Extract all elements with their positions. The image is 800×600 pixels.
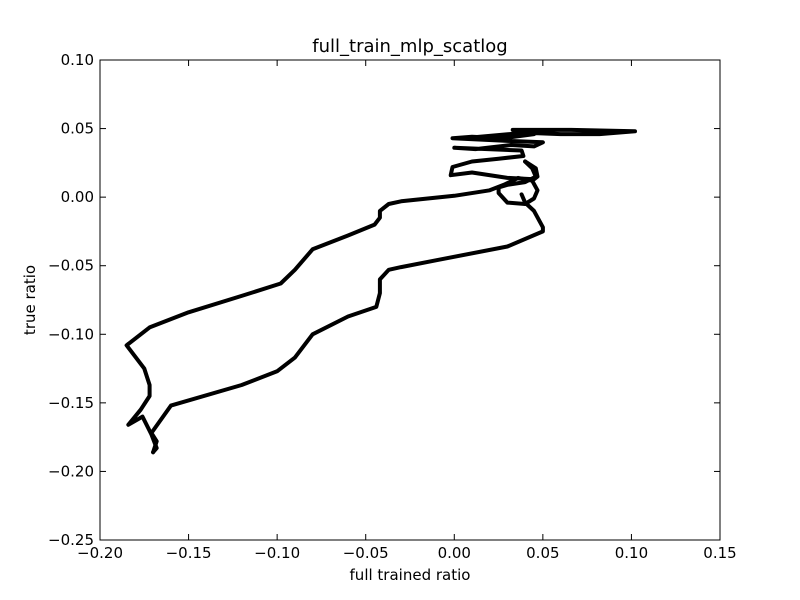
x-tick-label: −0.15: [166, 544, 212, 562]
series-line-0: [124, 159, 540, 455]
x-tick-label: −0.05: [343, 544, 389, 562]
chart-title: full_train_mlp_scatlog: [312, 36, 507, 57]
series-group: [124, 127, 637, 455]
x-tick-label: 0.00: [438, 544, 471, 562]
y-tick-label: 0.00: [61, 188, 94, 206]
x-axis-ticks: −0.20 −0.15 −0.10 −0.05 0.00 0.05 0.10 0.15: [77, 60, 737, 562]
y-tick-label: −0.25: [48, 531, 94, 549]
series-line-1: [149, 192, 545, 455]
y-tick-label: 0.05: [61, 120, 94, 138]
x-axis-label: full trained ratio: [350, 566, 471, 584]
x-tick-label: 0.10: [615, 544, 648, 562]
y-axis-ticks: 0.10 0.05 0.00 −0.05 −0.10 −0.15 −0.20 −0.25: [48, 51, 720, 549]
y-tick-label: −0.15: [48, 394, 94, 412]
y-tick-label: −0.20: [48, 462, 94, 480]
y-tick-label: 0.10: [61, 51, 94, 69]
plot-frame: [99, 59, 721, 541]
x-tick-label: 0.15: [703, 544, 736, 562]
x-tick-label: 0.05: [526, 544, 559, 562]
x-tick-label: −0.10: [254, 544, 300, 562]
y-tick-label: −0.10: [48, 325, 94, 343]
x-tick-label: −0.20: [77, 544, 123, 562]
y-tick-label: −0.05: [48, 257, 94, 275]
y-axis-label: true ratio: [21, 265, 39, 335]
series-line-2: [448, 127, 637, 182]
plot-area: [100, 60, 720, 540]
